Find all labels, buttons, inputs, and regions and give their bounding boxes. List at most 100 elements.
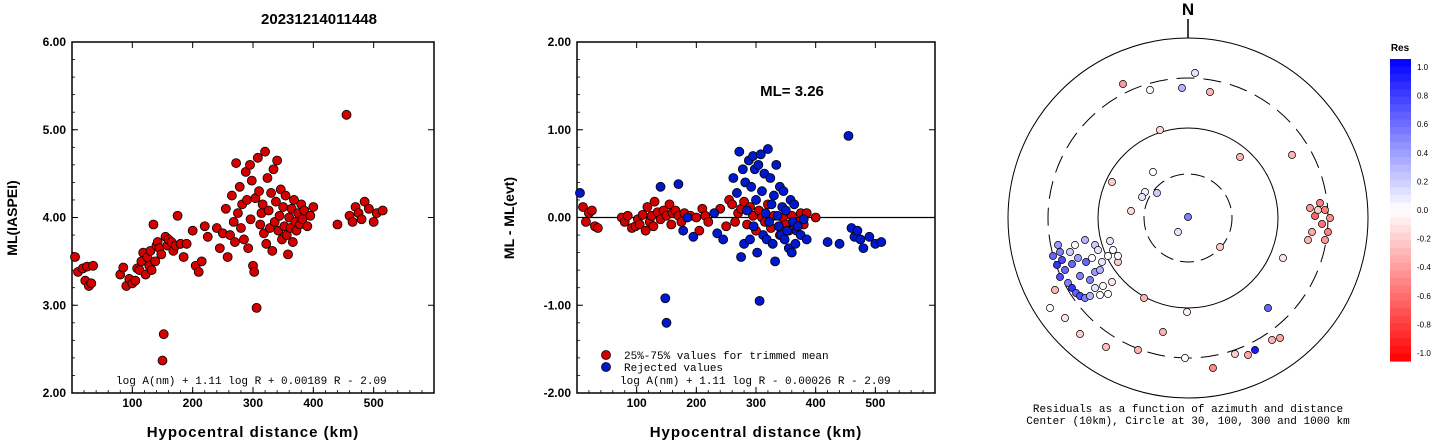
caption-line-2: Center (10km), Circle at 30, 100, 300 an…: [1026, 416, 1350, 428]
trimmed-point: [649, 196, 660, 207]
station-point: [1134, 346, 1142, 354]
station-point: [1066, 248, 1074, 256]
trimmed-point: [622, 210, 633, 221]
data-point: [302, 221, 313, 232]
colorbar-cell: [1390, 74, 1411, 83]
data-point: [245, 214, 256, 225]
station-point: [1096, 266, 1104, 274]
data-point: [150, 256, 161, 267]
station-point: [1206, 88, 1214, 96]
station-point: [1109, 246, 1117, 254]
rejected-point: [822, 237, 833, 247]
ml-value-label: ML= 3.26: [760, 83, 824, 100]
rejected-point: [755, 149, 766, 160]
data-point: [271, 196, 281, 207]
rejected-point: [766, 199, 777, 210]
data-point: [229, 237, 240, 247]
y-tick-label: -1.00: [544, 298, 572, 312]
caption-line-1: Residuals as a function of azimuth and d…: [1033, 404, 1343, 416]
station-point: [1056, 273, 1064, 281]
station-point: [1308, 228, 1316, 236]
data-point: [239, 234, 249, 245]
rejected-point: [718, 234, 729, 245]
data-point: [196, 256, 207, 267]
colorbar-cell: [1390, 323, 1411, 332]
data-point: [267, 245, 278, 256]
rejected-point: [834, 238, 845, 249]
colorbar-cell: [1390, 172, 1411, 181]
rejected-point: [732, 188, 742, 198]
legend-marker-rejected: [601, 362, 611, 372]
colorbar-tick-label: 0.0: [1417, 206, 1429, 215]
colorbar-tick-label: 0.4: [1417, 149, 1429, 158]
colorbar-cell: [1390, 187, 1411, 196]
data-point: [249, 267, 260, 277]
trimmed-point: [703, 216, 714, 227]
colorbar-cell: [1390, 308, 1411, 317]
data-point: [280, 190, 291, 201]
rejected-point: [660, 293, 671, 304]
x-tick-label: 500: [364, 396, 384, 410]
data-point: [233, 208, 243, 219]
colorbar-cell: [1390, 202, 1411, 211]
data-point: [347, 216, 358, 227]
station-point: [1076, 272, 1084, 280]
data-point: [251, 302, 262, 313]
colorbar-cell: [1390, 104, 1411, 113]
station-point: [1061, 266, 1069, 274]
trimmed-point: [721, 221, 732, 232]
station-point: [1096, 291, 1104, 299]
rejected-point: [746, 181, 757, 192]
colorbar-cell: [1390, 164, 1411, 173]
data-point: [359, 196, 370, 207]
rejected-point: [789, 199, 800, 210]
legend-marker-trimmed: [601, 350, 611, 360]
colorbar-cell: [1390, 89, 1411, 98]
y-tick-label: 6.00: [43, 35, 67, 49]
colorbar-cell: [1390, 134, 1411, 143]
rejected-point: [737, 164, 748, 175]
x-tick-label: 300: [243, 396, 263, 410]
colorbar-cell: [1390, 142, 1411, 151]
x-axis-label: Hypocentral distance (km): [147, 424, 360, 441]
rejected-point: [876, 237, 887, 247]
station-point: [1127, 207, 1135, 215]
data-point: [88, 260, 99, 271]
trimmed-point: [664, 199, 675, 210]
legend-label-trimmed: 25%-75% values for trimmed mean: [624, 351, 829, 363]
station-point: [1314, 206, 1322, 214]
data-point: [356, 214, 367, 225]
data-point: [268, 164, 279, 175]
data-point: [261, 238, 272, 249]
formula-label: log A(nm) + 1.11 log R + 0.00189 R - 2.0…: [116, 376, 387, 388]
rejected-point: [855, 234, 866, 245]
trimmed-point: [637, 209, 648, 220]
data-point: [377, 205, 388, 216]
colorbar-cell: [1390, 277, 1411, 287]
rejected-point: [763, 144, 773, 154]
station-point: [1231, 350, 1239, 358]
data-point: [148, 219, 159, 230]
data-point: [172, 210, 183, 221]
y-tick-label: 4.00: [43, 211, 67, 225]
station-point: [1140, 294, 1148, 302]
rejected-point: [753, 159, 764, 170]
data-point: [242, 195, 252, 205]
station-point: [1099, 282, 1107, 290]
formula-label: log A(nm) + 1.11 log R - 0.00026 R - 2.0…: [620, 376, 891, 388]
data-point: [341, 109, 352, 120]
data-point: [228, 216, 239, 227]
station-point: [1268, 336, 1276, 344]
station-point: [1251, 346, 1259, 354]
rejected-point: [709, 208, 720, 219]
colorbar-tick-label: -0.8: [1417, 320, 1431, 329]
trimmed-point: [694, 225, 705, 236]
station-point: [1146, 86, 1154, 94]
data-point: [187, 225, 198, 236]
data-point: [246, 175, 257, 186]
colorbar-tick-label: -1.0: [1417, 349, 1431, 358]
trimmed-point: [648, 221, 659, 232]
station-point: [1049, 252, 1057, 260]
x-tick-label: 400: [303, 396, 323, 410]
